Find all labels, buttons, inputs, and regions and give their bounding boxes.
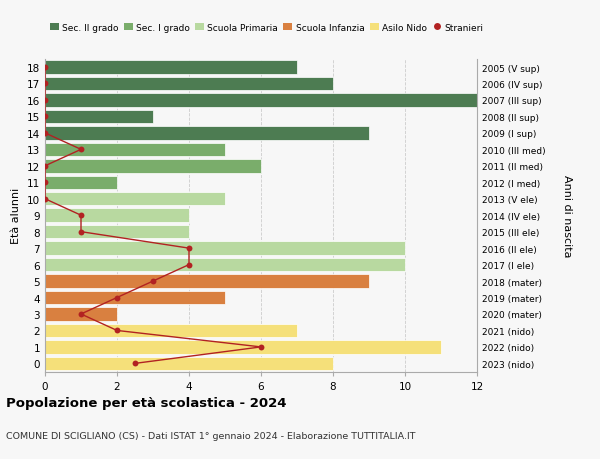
Bar <box>45 324 297 337</box>
Bar <box>45 193 225 206</box>
Bar <box>45 176 117 190</box>
Point <box>256 343 266 351</box>
Point <box>184 245 194 252</box>
Point <box>76 311 86 318</box>
Point <box>40 113 50 121</box>
Point <box>112 294 122 302</box>
Bar <box>45 209 189 223</box>
Bar <box>45 258 405 272</box>
Point <box>76 146 86 154</box>
Point <box>148 278 158 285</box>
Bar <box>45 127 369 140</box>
Bar <box>45 242 405 255</box>
Point <box>40 163 50 170</box>
Point <box>40 97 50 104</box>
Bar <box>45 111 153 124</box>
Bar <box>45 143 225 157</box>
Bar <box>45 274 369 288</box>
Bar <box>45 225 189 239</box>
Bar <box>45 78 333 91</box>
Y-axis label: Anni di nascita: Anni di nascita <box>562 174 572 257</box>
Bar <box>45 291 225 305</box>
Point <box>40 64 50 72</box>
Bar <box>45 341 441 354</box>
Bar <box>45 160 261 173</box>
Text: COMUNE DI SCIGLIANO (CS) - Dati ISTAT 1° gennaio 2024 - Elaborazione TUTTITALIA.: COMUNE DI SCIGLIANO (CS) - Dati ISTAT 1°… <box>6 431 415 440</box>
Point <box>76 212 86 219</box>
Point <box>76 229 86 236</box>
Y-axis label: Età alunni: Età alunni <box>11 188 22 244</box>
Legend: Sec. II grado, Sec. I grado, Scuola Primaria, Scuola Infanzia, Asilo Nido, Stran: Sec. II grado, Sec. I grado, Scuola Prim… <box>50 23 484 33</box>
Point <box>40 196 50 203</box>
Point <box>40 179 50 186</box>
Point <box>130 360 140 367</box>
Bar <box>45 61 297 75</box>
Point <box>40 130 50 137</box>
Point <box>184 261 194 269</box>
Bar <box>45 308 117 321</box>
Point <box>112 327 122 335</box>
Bar <box>45 357 333 370</box>
Bar <box>45 94 513 107</box>
Text: Popolazione per età scolastica - 2024: Popolazione per età scolastica - 2024 <box>6 396 287 409</box>
Point <box>40 81 50 88</box>
